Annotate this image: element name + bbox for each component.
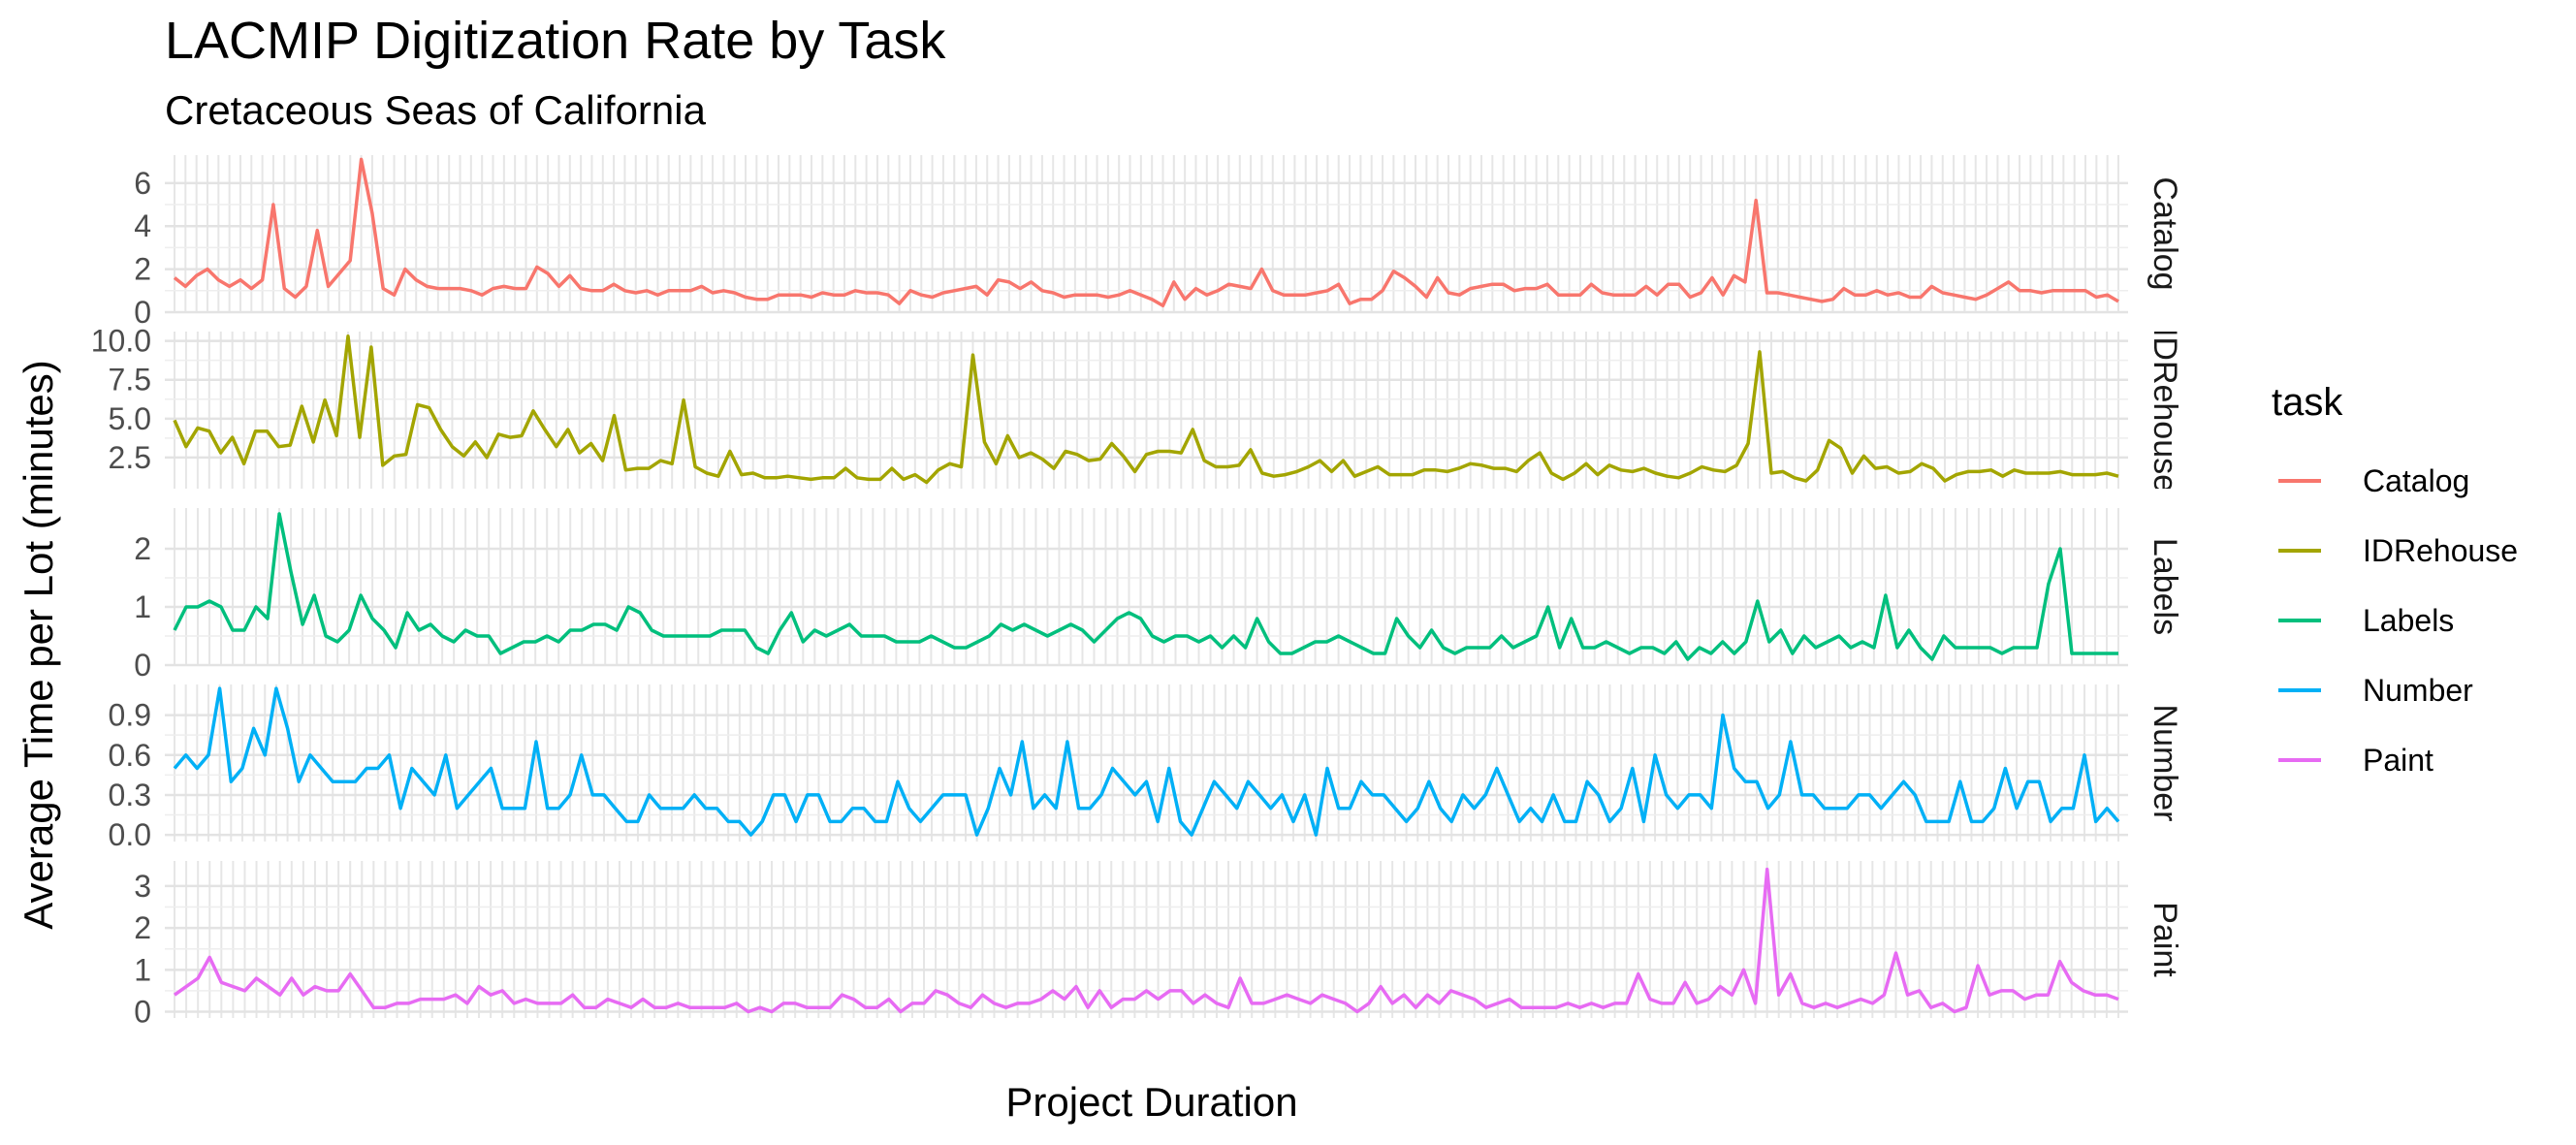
y-tick-label: 1 <box>134 952 151 987</box>
series-line-number <box>173 686 2120 837</box>
panel-idrehouse: 2.5 5.07.5 10.0 IDRehouse <box>91 324 2183 493</box>
strip: IDRehouse <box>2147 328 2183 493</box>
y-tick-label: 2 <box>134 910 151 945</box>
legend-item-labels: Labels <box>2278 603 2454 638</box>
y-tick-label: 7.5 <box>109 363 151 398</box>
y-tick-label: 4 <box>134 208 151 243</box>
y-tick-label: 2 <box>134 531 151 566</box>
strip-label-number: Number <box>2147 705 2183 822</box>
panel-background <box>165 508 2128 665</box>
legend-label: Labels <box>2363 603 2454 638</box>
y-tick-label: 0 <box>134 648 151 683</box>
y-tick-label: 0 <box>134 995 151 1030</box>
y-axis-title: Average Time per Lot (minutes) <box>16 360 61 930</box>
y-tick-label: 6 <box>134 166 151 201</box>
legend-item-idrehouse: IDRehouse <box>2278 533 2518 568</box>
strip-label-labels: Labels <box>2147 538 2183 635</box>
legend-label: IDRehouse <box>2363 533 2518 568</box>
y-tick-label: 1 <box>134 589 151 624</box>
legend-title: task <box>2272 381 2343 424</box>
panel-background <box>165 155 2128 312</box>
series-line-paint <box>173 867 2119 1014</box>
legend: Catalog IDRehouse Labels Number Paint <box>2278 463 2518 778</box>
legend-item-catalog: Catalog <box>2278 463 2469 498</box>
y-tick-label: 0.9 <box>109 698 151 733</box>
panel-number: 0.0 0.3 0.6 0.9 Number <box>109 684 2183 852</box>
legend-item-number: Number <box>2278 673 2473 708</box>
panel-paint: 0 1 2 3 Paint <box>134 861 2183 1030</box>
strip-label-paint: Paint <box>2147 902 2183 977</box>
y-tick-label: 2.5 <box>109 440 151 475</box>
y-tick-label: 0.6 <box>109 738 151 773</box>
strip: Labels <box>2147 538 2183 635</box>
legend-label: Number <box>2363 673 2473 708</box>
strip-label-catalog: Catalog <box>2147 176 2183 290</box>
panel-labels: 0 1 2 Labels <box>134 508 2183 683</box>
strip: Number <box>2147 705 2183 822</box>
y-tick-label: 0.3 <box>109 778 151 812</box>
strip: Paint <box>2147 902 2183 977</box>
panel-catalog: 0 2 4 6 Catalog <box>134 155 2183 330</box>
legend-item-paint: Paint <box>2278 743 2433 778</box>
chart-title: LACMIP Digitization Rate by Task <box>165 12 946 70</box>
series-line-catalog <box>173 157 2119 308</box>
y-tick-label: 3 <box>134 869 151 904</box>
series-line-idrehouse <box>173 334 2119 485</box>
legend-label: Catalog <box>2363 463 2469 498</box>
y-tick-label: 10.0 <box>91 324 151 359</box>
y-tick-label: 0.0 <box>109 817 151 852</box>
y-tick-label: 0 <box>134 295 151 330</box>
y-tick-label: 2 <box>134 252 151 287</box>
strip: Catalog <box>2147 176 2183 290</box>
x-axis-title: Project Duration <box>1005 1079 1297 1125</box>
series-line-labels <box>173 512 2118 661</box>
y-tick-label: 5.0 <box>109 401 151 436</box>
legend-label: Paint <box>2363 743 2433 778</box>
chart-subtitle: Cretaceous Seas of California <box>165 87 707 133</box>
strip-label-idrehouse: IDRehouse <box>2147 328 2183 493</box>
